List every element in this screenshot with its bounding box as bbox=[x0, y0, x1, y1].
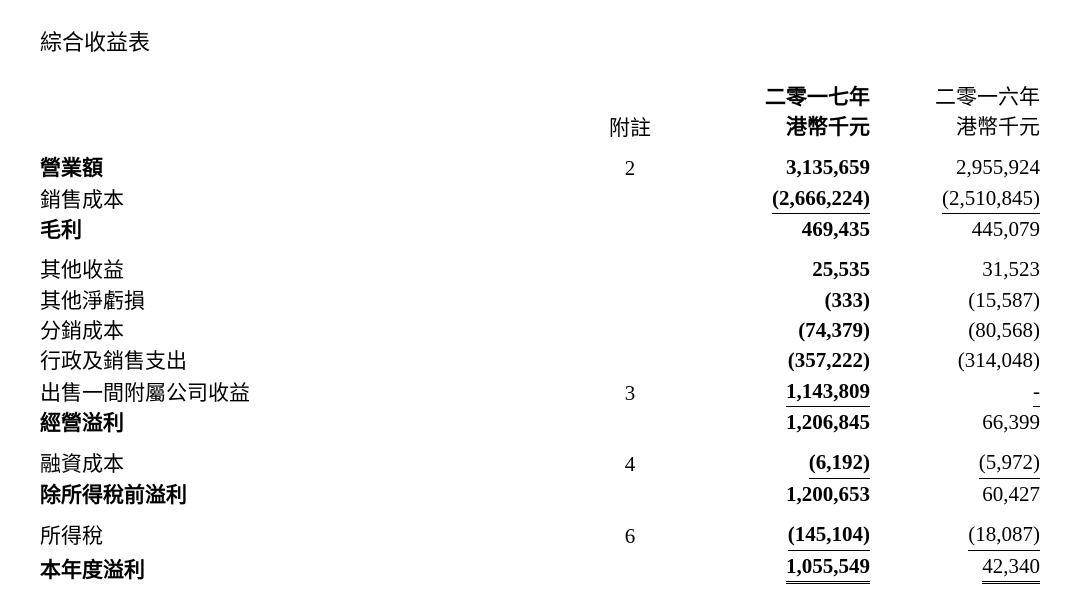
label-finance-cost: 融資成本 bbox=[40, 447, 590, 478]
header-row-2: 附註 港幣千元 港幣千元 bbox=[40, 112, 1040, 142]
y2-dist-cost: (80,568) bbox=[968, 315, 1040, 345]
label-revenue: 營業額 bbox=[40, 152, 590, 182]
label-cogs: 銷售成本 bbox=[40, 183, 590, 214]
label-other-loss: 其他淨虧損 bbox=[40, 285, 590, 315]
row-net: 本年度溢利 1,055,549 42,340 bbox=[40, 551, 1040, 584]
label-gross: 毛利 bbox=[40, 214, 590, 244]
label-net: 本年度溢利 bbox=[40, 551, 590, 584]
note-tax: 6 bbox=[590, 519, 670, 550]
note-revenue: 2 bbox=[590, 152, 670, 182]
y1-other-loss: (333) bbox=[825, 285, 871, 315]
label-dist-cost: 分銷成本 bbox=[40, 315, 590, 345]
label-pbt: 除所得稅前溢利 bbox=[40, 479, 590, 509]
income-statement-table: 二零一七年 二零一六年 附註 港幣千元 港幣千元 營業額 2 3,135,659… bbox=[40, 82, 1040, 584]
y1-op-profit: 1,206,845 bbox=[786, 407, 870, 437]
y2-admin-cost: (314,048) bbox=[958, 345, 1040, 375]
y2-other-income: 31,523 bbox=[982, 254, 1040, 284]
row-tax: 所得稅 6 (145,104) (18,087) bbox=[40, 519, 1040, 550]
y2-cogs: (2,510,845) bbox=[942, 183, 1040, 214]
y2-op-profit: 66,399 bbox=[982, 407, 1040, 437]
row-disposal: 出售一間附屬公司收益 3 1,143,809 - bbox=[40, 376, 1040, 407]
note-header: 附註 bbox=[590, 112, 670, 142]
row-op-profit: 經營溢利 1,206,845 66,399 bbox=[40, 407, 1040, 437]
y2-revenue: 2,955,924 bbox=[956, 152, 1040, 182]
note-disposal: 3 bbox=[590, 376, 670, 407]
row-admin-cost: 行政及銷售支出 (357,222) (314,048) bbox=[40, 345, 1040, 375]
y1-pbt: 1,200,653 bbox=[786, 479, 870, 509]
header-row-1: 二零一七年 二零一六年 bbox=[40, 82, 1040, 112]
row-finance-cost: 融資成本 4 (6,192) (5,972) bbox=[40, 447, 1040, 478]
label-disposal: 出售一間附屬公司收益 bbox=[40, 376, 590, 407]
col-y1-header-line1: 二零一七年 bbox=[765, 82, 870, 112]
y2-disposal: - bbox=[1033, 376, 1040, 407]
col-y1-header-line2: 港幣千元 bbox=[786, 112, 870, 142]
y1-dist-cost: (74,379) bbox=[798, 315, 870, 345]
y1-revenue: 3,135,659 bbox=[786, 152, 870, 182]
row-gross: 毛利 469,435 445,079 bbox=[40, 214, 1040, 244]
label-op-profit: 經營溢利 bbox=[40, 407, 590, 437]
note-cogs bbox=[590, 183, 670, 214]
y2-net: 42,340 bbox=[982, 551, 1040, 584]
statement-title: 綜合收益表 bbox=[40, 28, 1040, 58]
row-revenue: 營業額 2 3,135,659 2,955,924 bbox=[40, 152, 1040, 182]
row-pbt: 除所得稅前溢利 1,200,653 60,427 bbox=[40, 479, 1040, 509]
col-y2-header-line1: 二零一六年 bbox=[935, 82, 1040, 112]
y1-other-income: 25,535 bbox=[812, 254, 870, 284]
col-y2-header-line2: 港幣千元 bbox=[956, 112, 1040, 142]
y1-tax: (145,104) bbox=[788, 519, 870, 550]
label-admin-cost: 行政及銷售支出 bbox=[40, 345, 590, 375]
row-cogs: 銷售成本 (2,666,224) (2,510,845) bbox=[40, 183, 1040, 214]
row-dist-cost: 分銷成本 (74,379) (80,568) bbox=[40, 315, 1040, 345]
y2-pbt: 60,427 bbox=[982, 479, 1040, 509]
y2-tax: (18,087) bbox=[968, 519, 1040, 550]
row-other-income: 其他收益 25,535 31,523 bbox=[40, 254, 1040, 284]
y1-gross: 469,435 bbox=[802, 214, 870, 244]
y2-finance-cost: (5,972) bbox=[979, 447, 1040, 478]
y1-admin-cost: (357,222) bbox=[788, 345, 870, 375]
y1-disposal: 1,143,809 bbox=[786, 376, 870, 407]
y1-net: 1,055,549 bbox=[786, 551, 870, 584]
y2-other-loss: (15,587) bbox=[968, 285, 1040, 315]
label-other-income: 其他收益 bbox=[40, 254, 590, 284]
y1-finance-cost: (6,192) bbox=[809, 447, 870, 478]
y1-cogs: (2,666,224) bbox=[772, 183, 870, 214]
y2-gross: 445,079 bbox=[972, 214, 1040, 244]
label-tax: 所得稅 bbox=[40, 519, 590, 550]
row-other-loss: 其他淨虧損 (333) (15,587) bbox=[40, 285, 1040, 315]
note-finance-cost: 4 bbox=[590, 447, 670, 478]
